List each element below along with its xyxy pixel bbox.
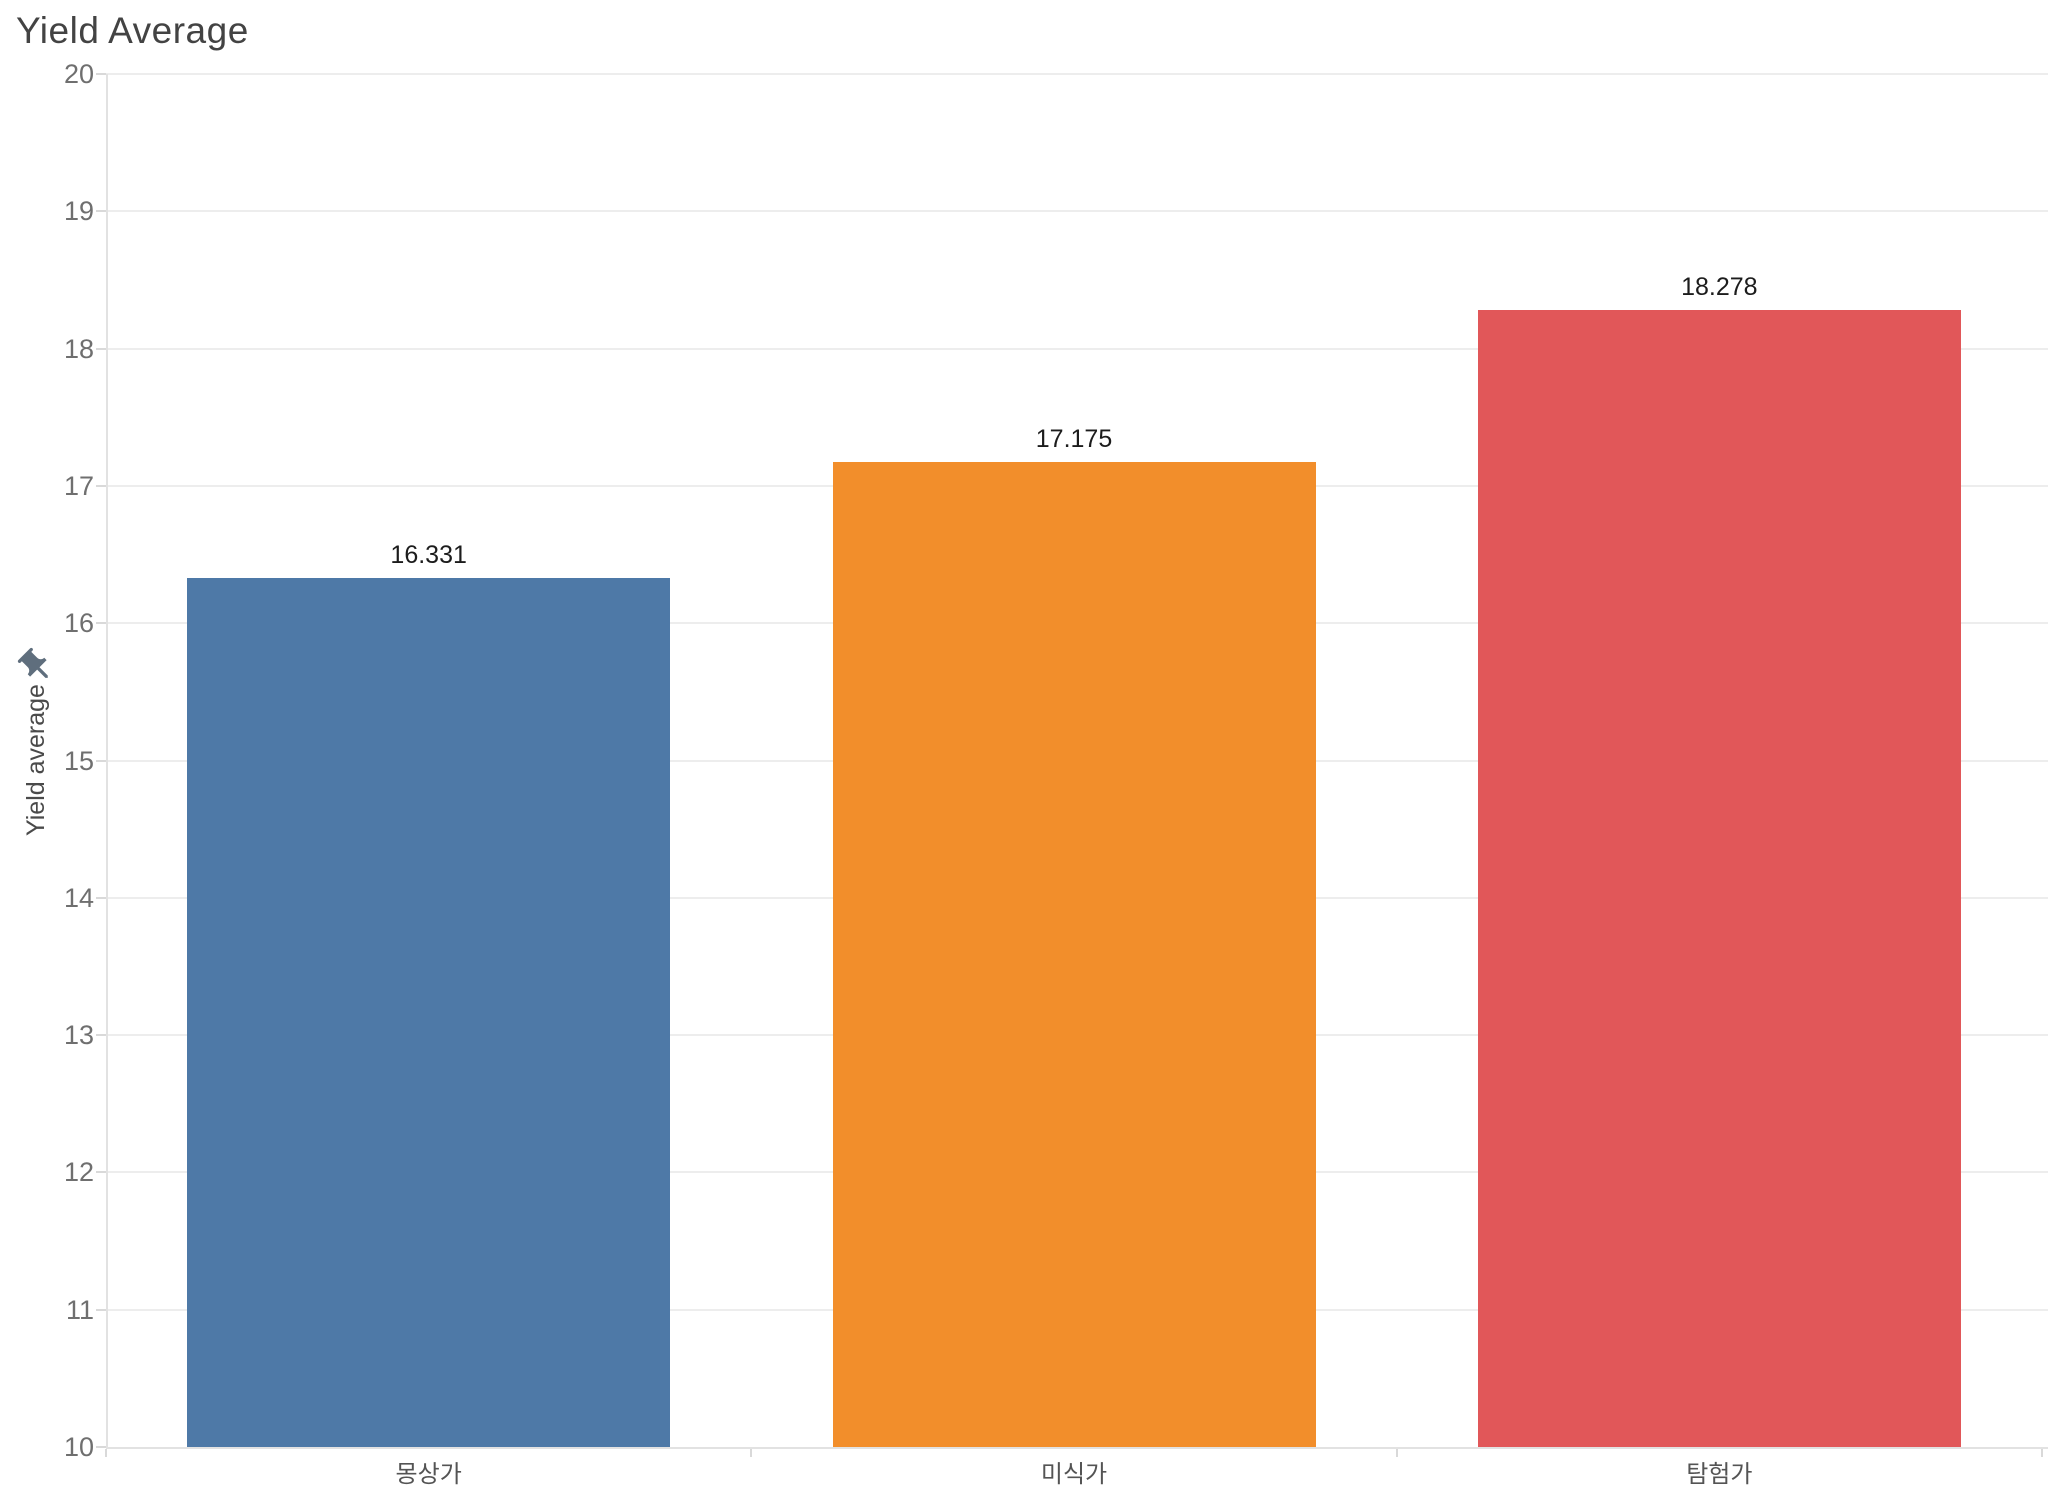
y-tick-mark [96,896,106,899]
x-category-label: 탐험가 [1686,1461,1753,1488]
x-category-label: 몽상가 [395,1461,462,1488]
y-tick-label: 16 [63,608,94,639]
y-tick-label: 19 [63,196,94,227]
y-tick-mark [96,210,106,213]
y-tick-mark [96,1308,106,1311]
y-tick-mark [96,759,106,762]
y-tick-mark [96,347,106,350]
y-tick-label: 13 [63,1020,94,1051]
y-tick-mark [96,73,106,75]
x-tick-mark [1395,1449,1398,1457]
x-axis-line [106,1447,2048,1449]
y-tick-mark [96,622,106,625]
gridline [106,347,2048,350]
y-tick-label: 18 [63,333,94,364]
bar-value-label: 16.331 [390,540,467,569]
bar-1[interactable] [187,577,671,1447]
bar-value-label: 17.175 [1035,424,1113,453]
gridline [106,210,2048,213]
y-tick-label: 10 [63,1432,94,1462]
y-axis-line [106,74,108,1449]
gridline [106,73,2048,75]
y-tick-label: 15 [63,745,94,776]
x-tick-mark [2041,1449,2043,1457]
bar-3[interactable] [1477,310,1961,1447]
y-tick-label: 11 [65,1294,94,1325]
y-tick-mark [96,1034,106,1037]
x-tick-mark [750,1449,753,1457]
pushpin-icon-glyph [17,647,48,678]
y-tick-label: 17 [63,470,94,501]
bar-value-label: 18.278 [1681,273,1758,302]
y-tick-mark [96,1446,106,1448]
x-tick-mark [105,1449,107,1457]
y-tick-mark [96,484,106,487]
x-category-label: 미식가 [1040,1461,1108,1488]
chart-title: Yield Average [16,10,249,51]
y-tick-mark [96,1171,106,1174]
y-tick-label: 20 [63,59,94,89]
pushpin-icon[interactable] [16,646,56,686]
bar-2[interactable] [832,461,1316,1447]
y-tick-label: 12 [63,1157,94,1188]
y-tick-label: 14 [63,882,94,913]
